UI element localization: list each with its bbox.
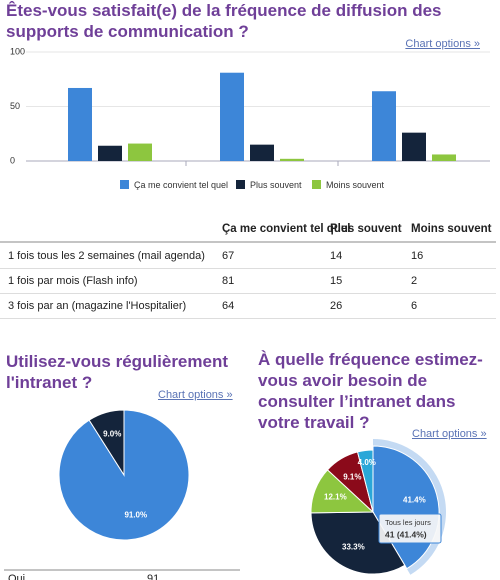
bar (98, 145, 122, 161)
bar (220, 72, 244, 161)
chart-options-link[interactable]: Chart options » (412, 428, 487, 440)
table-cell: 26 (330, 300, 342, 312)
pie-slice (88, 409, 125, 477)
bar (402, 132, 426, 161)
table-cell: 1 fois par mois (Flash info) (8, 275, 138, 287)
table-cell: 64 (222, 300, 234, 312)
tooltip-box (378, 513, 442, 544)
y-tick-label: 50 (10, 101, 20, 111)
bar (128, 143, 152, 161)
data-label: 9.1% (343, 472, 361, 481)
table-cell: Oui (8, 573, 25, 580)
data-label: 9.0% (103, 430, 121, 439)
data-label: 4.0% (358, 458, 376, 467)
table-cell: 2 (411, 275, 417, 287)
table-header: Plus souvent (330, 223, 402, 235)
chart-options-link[interactable]: Chart options » (158, 389, 233, 401)
table-header: Ça me convient tel quel (222, 223, 350, 235)
pie-slice (356, 449, 374, 513)
bar (280, 158, 304, 161)
chart-options-link[interactable]: Chart options » (405, 38, 480, 50)
bar (372, 91, 396, 161)
data-label: 91.0% (124, 511, 147, 520)
table-cell: 3 fois par an (magazine l'Hospitalier) (8, 300, 186, 312)
y-tick-label: 100 (10, 46, 25, 56)
table-cell: 81 (222, 275, 234, 287)
legend-swatch (312, 180, 321, 189)
tooltip-value: 41 (41.4%) (385, 529, 427, 539)
table-cell: 1 fois tous les 2 semaines (mail agenda) (8, 250, 205, 262)
data-label: 41.4% (403, 496, 426, 505)
table-cell: 6 (411, 300, 417, 312)
table-cell: 14 (330, 250, 342, 262)
chart-title: À quelle fréquence estimez-vous avoir be… (258, 350, 483, 432)
chart-title: Êtes-vous satisfait(e) de la fréquence d… (6, 1, 442, 41)
legend-swatch (120, 180, 129, 189)
table-header: Moins souvent (411, 223, 492, 235)
table-cell: 91 (147, 573, 159, 580)
legend-label: Moins souvent (326, 180, 385, 190)
table-cell: 16 (411, 250, 423, 262)
table-cell: 67 (222, 250, 234, 262)
bar (250, 144, 274, 161)
tooltip-category: Tous les jours (385, 518, 431, 527)
y-tick-label: 0 (10, 155, 15, 165)
legend-swatch (236, 180, 245, 189)
legend-label: Ça me convient tel quel (134, 180, 228, 190)
data-label: 12.1% (324, 493, 347, 502)
table-cell: 15 (330, 275, 342, 287)
chart-title: Utilisez-vous régulièrement l'intranet ? (6, 352, 229, 392)
bar (68, 87, 92, 161)
tooltip: Tous les jours 41 (41.4%) (378, 513, 442, 544)
data-label: 33.3% (342, 542, 365, 551)
bar (432, 154, 456, 161)
legend-label: Plus souvent (250, 180, 302, 190)
